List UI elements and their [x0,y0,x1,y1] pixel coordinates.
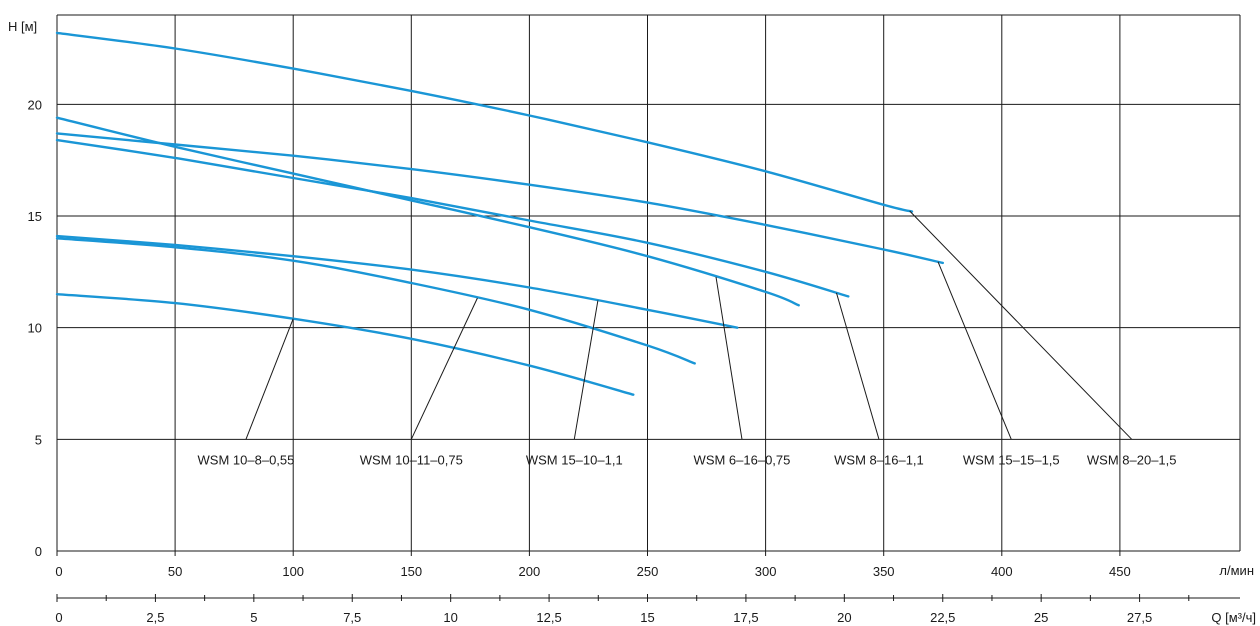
x-tick-label: 350 [873,564,895,579]
y-tick-label: 10 [28,321,42,336]
x2-tick-label: 0 [55,610,62,625]
x-tick-label: 150 [400,564,422,579]
x2-tick-label: 17,5 [733,610,758,625]
series-leader-line [245,318,294,440]
y-axis-label: H [м] [8,19,37,34]
series-curve [55,116,800,307]
x-tick-label: 450 [1109,564,1131,579]
series-label: WSM 8–16–1,1 [834,452,924,467]
series-label: WSM 10–8–0,55 [198,452,295,467]
y-tick-label: 20 [28,97,42,112]
x-tick-label: 50 [168,564,182,579]
series-curve [55,237,696,365]
y-tick-label: 0 [35,544,42,559]
x2-tick-label: 2,5 [146,610,164,625]
series-leader-line [835,292,880,440]
series-label: WSM 8–20–1,5 [1087,452,1177,467]
x2-tick-label: 27,5 [1127,610,1152,625]
series-leader-line [573,300,599,440]
x-axis-label: л/мин [1219,563,1254,578]
x2-tick-label: 12,5 [536,610,561,625]
x-tick-label: 100 [282,564,304,579]
x2-tick-label: 20 [837,610,851,625]
x2-tick-label: 25 [1034,610,1048,625]
series-label: WSM 15–15–1,5 [963,452,1060,467]
x-tick-label: 300 [755,564,777,579]
grid [57,14,1241,551]
series-labels: WSM 10–8–0,55 WSM 10–11–0,75 WSM 15–10–1,1… [198,452,1177,467]
x-tick-label: 400 [991,564,1013,579]
leader-lines [245,210,1133,440]
series-leader-line [410,297,478,440]
x2-tick-label: 10 [443,610,457,625]
series-label: WSM 6–16–0,75 [694,452,791,467]
series-curve [55,138,850,298]
curves [55,31,944,396]
series-label: WSM 15–10–1,1 [526,452,623,467]
series-leader-line [715,276,743,440]
y-tick-label: 5 [35,432,42,447]
x2-axis-label: Q [м³/ч] [1211,610,1256,625]
x2-tick-label: 15 [640,610,654,625]
x-tick-label: 200 [519,564,541,579]
series-curve [55,234,739,329]
x2-tick-label: 22,5 [930,610,955,625]
x-tick-label: 0 [55,564,62,579]
y-tick-label: 15 [28,209,42,224]
series-leader-line [937,261,1012,440]
x-tick-label: 250 [637,564,659,579]
series-curve [55,293,635,396]
series-leader-line [909,210,1133,440]
series-curve [55,31,914,213]
series-curve [55,132,944,265]
x2-tick-label: 7,5 [343,610,361,625]
x2-tick-label: 5 [250,610,257,625]
series-label: WSM 10–11–0,75 [360,452,463,467]
